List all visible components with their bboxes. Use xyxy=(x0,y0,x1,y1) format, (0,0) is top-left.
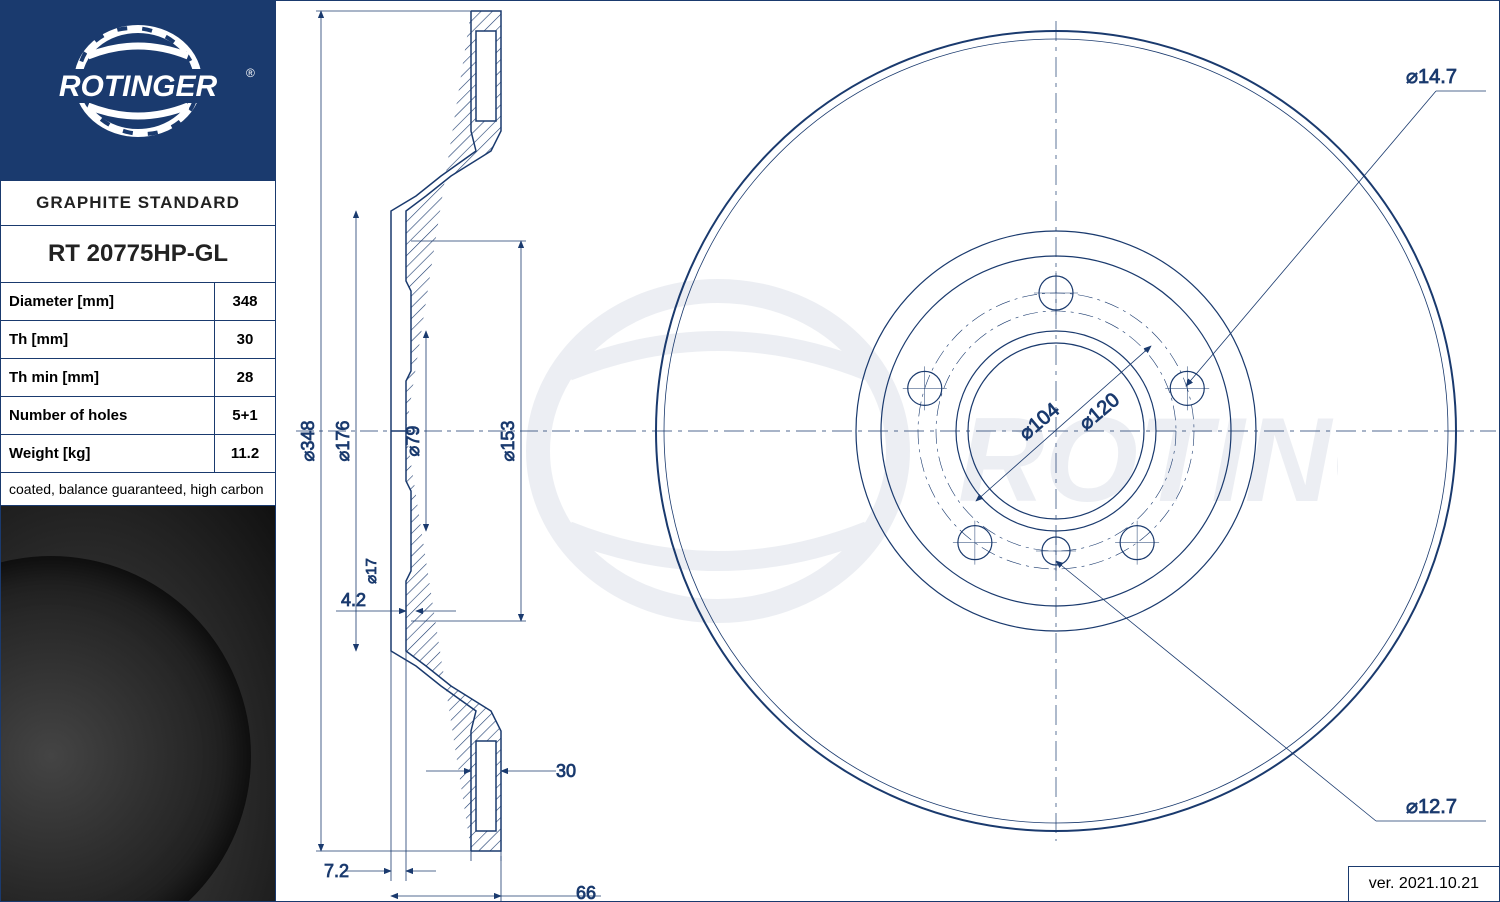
svg-text:⌀104: ⌀104 xyxy=(1015,399,1064,445)
spec-label: Th min [mm] xyxy=(1,359,215,396)
svg-text:⌀120: ⌀120 xyxy=(1075,389,1124,435)
product-photo xyxy=(1,506,275,901)
version-label: ver. 2021.10.21 xyxy=(1348,866,1499,901)
svg-text:7.2: 7.2 xyxy=(324,861,349,881)
svg-text:30: 30 xyxy=(556,761,576,781)
logo-box: ROTINGER ® xyxy=(1,1,275,181)
spec-value: 5+1 xyxy=(215,397,275,434)
standard-label: GRAPHITE STANDARD xyxy=(1,181,275,226)
spec-row: Th min [mm]28 xyxy=(1,359,275,397)
spec-value: 348 xyxy=(215,283,275,320)
svg-text:®: ® xyxy=(246,66,255,80)
spec-value: 30 xyxy=(215,321,275,358)
svg-text:ROTINGER: ROTINGER xyxy=(59,70,218,103)
spec-row: Number of holes5+1 xyxy=(1,397,275,435)
svg-text:66: 66 xyxy=(576,883,596,901)
svg-text:⌀348: ⌀348 xyxy=(298,421,318,462)
front-view: ⌀14.7 ⌀12.7 ⌀104 ⌀120 xyxy=(616,1,1496,901)
svg-text:⌀79: ⌀79 xyxy=(403,426,423,457)
svg-text:⌀14.7: ⌀14.7 xyxy=(1406,66,1457,88)
svg-text:4.2: 4.2 xyxy=(341,590,366,610)
part-number: RT 20775HP-GL xyxy=(1,226,275,283)
spec-value: 28 xyxy=(215,359,275,396)
spec-value: 11.2 xyxy=(215,435,275,472)
spec-row: Th [mm]30 xyxy=(1,321,275,359)
drawing-container: ROTINGER ® GRAPHITE STANDARD RT 20775HP-… xyxy=(0,0,1500,902)
spec-row: Weight [kg]11.2 xyxy=(1,435,275,473)
info-panel: ROTINGER ® GRAPHITE STANDARD RT 20775HP-… xyxy=(1,1,276,901)
svg-text:⌀17: ⌀17 xyxy=(363,558,380,584)
spec-label: Diameter [mm] xyxy=(1,283,215,320)
rotinger-logo: ROTINGER ® xyxy=(18,21,258,161)
spec-label: Number of holes xyxy=(1,397,215,434)
spec-label: Weight [kg] xyxy=(1,435,215,472)
specs-table: Diameter [mm]348Th [mm]30Th min [mm]28Nu… xyxy=(1,283,275,473)
technical-drawing: ROTINGER xyxy=(276,1,1499,901)
spec-label: Th [mm] xyxy=(1,321,215,358)
svg-text:⌀12.7: ⌀12.7 xyxy=(1406,796,1457,818)
spec-row: Diameter [mm]348 xyxy=(1,283,275,321)
svg-text:⌀176: ⌀176 xyxy=(333,421,353,462)
section-view: ⌀348 ⌀176 ⌀79 ⌀153 ⌀17 4.2 xyxy=(276,1,616,901)
svg-text:⌀153: ⌀153 xyxy=(498,421,518,462)
notes: coated, balance guaranteed, high carbon xyxy=(1,473,275,506)
